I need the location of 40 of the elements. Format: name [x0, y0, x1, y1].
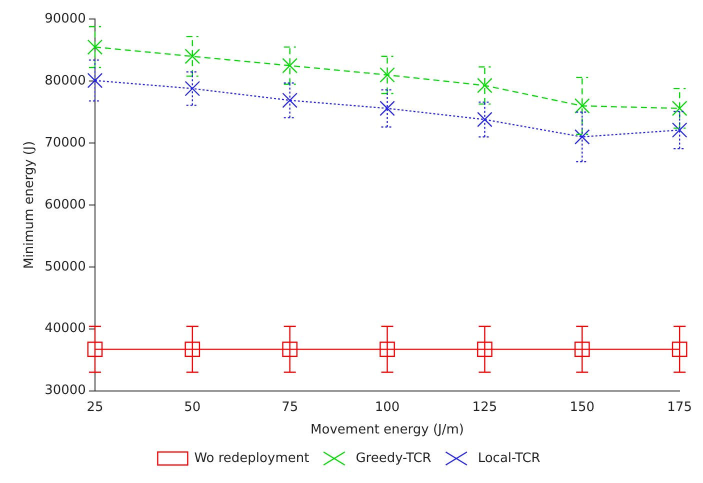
x-axis-title: Movement energy (J/m) [310, 422, 464, 438]
point [184, 80, 200, 96]
point [574, 98, 590, 114]
point [574, 342, 590, 357]
point [184, 342, 200, 357]
legend-label: Greedy-TCR [356, 450, 432, 466]
legend-label: Local-TCR [478, 450, 540, 466]
point [477, 112, 492, 128]
x-tick-label: 150 [570, 400, 595, 415]
point [477, 342, 492, 357]
y-tick-label: 80000 [44, 74, 86, 89]
y-tick-label: 40000 [44, 321, 86, 336]
y-tick-label: 50000 [44, 259, 86, 274]
x-tick-label: 75 [282, 400, 298, 415]
y-tick-label: 30000 [44, 383, 86, 398]
y-tick-label: 70000 [44, 135, 86, 150]
x-tick-label: 100 [374, 400, 400, 415]
point [672, 342, 688, 357]
point [672, 100, 688, 116]
point [380, 100, 395, 116]
x-tick-label: 50 [184, 400, 201, 415]
x-tick-label: 175 [667, 400, 692, 415]
point [282, 58, 298, 74]
y-tick-label: 90000 [44, 12, 86, 27]
point [380, 67, 395, 83]
point [282, 342, 298, 357]
point [87, 39, 103, 55]
point [282, 92, 298, 108]
point [477, 78, 492, 94]
point [672, 122, 688, 138]
x-tick-label: 125 [472, 400, 498, 415]
legend-label: Wo redeployment [194, 450, 310, 466]
point [87, 342, 103, 357]
point [380, 342, 395, 357]
point [184, 48, 200, 64]
x-tick-label: 25 [86, 400, 104, 415]
point [574, 129, 590, 145]
point [87, 72, 103, 88]
y-axis-title: Minimum energy (J) [22, 141, 38, 269]
y-tick-label: 60000 [44, 197, 86, 212]
